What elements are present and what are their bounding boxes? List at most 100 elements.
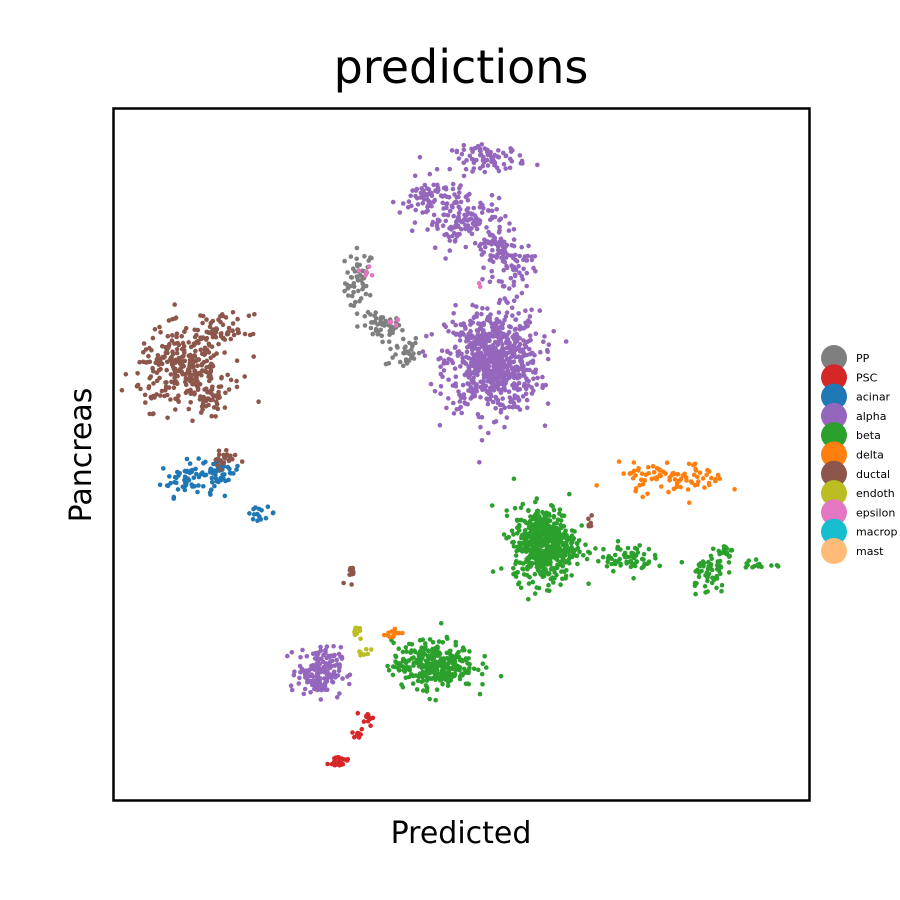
point-psc [337,763,342,768]
point-ductal [230,321,236,326]
point-ductal [208,329,214,335]
point-alpha [445,348,450,354]
point-ductal [145,359,150,365]
legend: PP PSC acinar alpha beta delta ductal endoth eps… [821,345,898,564]
point-delta [676,478,681,484]
point-alpha [297,663,303,669]
legend-marker-pp [821,345,847,371]
point-beta [716,548,722,554]
point-beta [569,541,574,546]
point-ductal [158,393,163,398]
point-beta [514,517,520,523]
point-alpha [414,186,420,192]
point-ductal [174,350,180,356]
point-delta [390,634,396,640]
point-alpha [481,320,487,326]
point-ductal [154,370,160,376]
point-alpha [465,218,470,223]
point-ductal [183,382,189,388]
point-delta [664,460,670,466]
point-beta [406,641,412,647]
point-ductal [182,329,187,335]
point-alpha [527,346,532,352]
point-beta [546,512,552,517]
point-beta [528,535,534,540]
legend-marker-psc [821,364,847,391]
point-alpha [440,223,446,228]
legend-item-macrop: macrop [821,518,898,545]
point-ductal [197,370,202,376]
point-alpha [496,350,501,356]
point-alpha [520,394,526,399]
point-alpha [457,231,462,237]
point-alpha [453,302,458,308]
point-beta [558,562,563,567]
point-beta [449,657,455,663]
point-alpha [485,306,490,311]
point-beta [511,544,517,549]
point-ductal [187,378,193,384]
point-pp [375,322,380,327]
point-beta [533,499,538,505]
point-ductal [174,347,180,352]
point-acinar [201,460,206,466]
point-alpha [504,377,509,383]
point-alpha [496,148,501,153]
point-beta [534,585,539,590]
point-alpha [450,186,456,192]
point-beta [596,558,601,564]
point-alpha [526,383,531,388]
point-alpha [457,338,463,343]
point-beta [546,582,551,588]
point-ductal [181,343,187,349]
point-endoth [352,629,357,635]
point-alpha [498,410,504,415]
point-alpha [488,257,494,263]
point-beta [702,584,708,589]
point-alpha [490,399,496,405]
point-beta [403,645,409,650]
point-alpha [511,227,517,232]
point-ductal [216,341,221,347]
point-alpha [490,274,495,280]
point-beta [480,661,486,666]
point-ductal [154,378,160,384]
point-beta [523,520,529,526]
point-alpha [499,323,505,329]
point-ductal [235,327,241,333]
point-alpha [503,153,509,159]
point-ductal [166,318,172,323]
point-alpha [498,390,504,395]
point-ductal [234,384,240,390]
point-beta [583,542,588,547]
point-acinar [220,472,225,477]
point-alpha [451,213,457,219]
plot-frame [112,107,811,802]
point-epsilon [366,264,372,269]
point-ductal [187,362,193,368]
point-pp [379,333,385,339]
point-alpha [502,317,507,323]
point-epsilon [476,281,482,286]
point-ductal [224,448,229,453]
point-alpha [478,247,484,252]
point-beta [476,667,481,673]
point-beta [708,553,714,559]
point-beta [440,640,446,645]
point-pp [368,312,373,317]
point-alpha [323,687,328,692]
point-ductal [137,359,142,365]
point-ductal [176,399,181,405]
legend-item-alpha: alpha [821,402,887,429]
point-beta [535,550,541,555]
point-alpha [489,321,494,327]
point-ductal [169,338,175,343]
point-ductal [188,344,194,350]
point-alpha [519,158,525,164]
point-beta [559,554,565,560]
point-beta [571,550,576,556]
point-ductal [134,383,140,389]
point-alpha [466,381,472,387]
point-alpha [545,401,551,406]
point-delta [640,481,646,487]
